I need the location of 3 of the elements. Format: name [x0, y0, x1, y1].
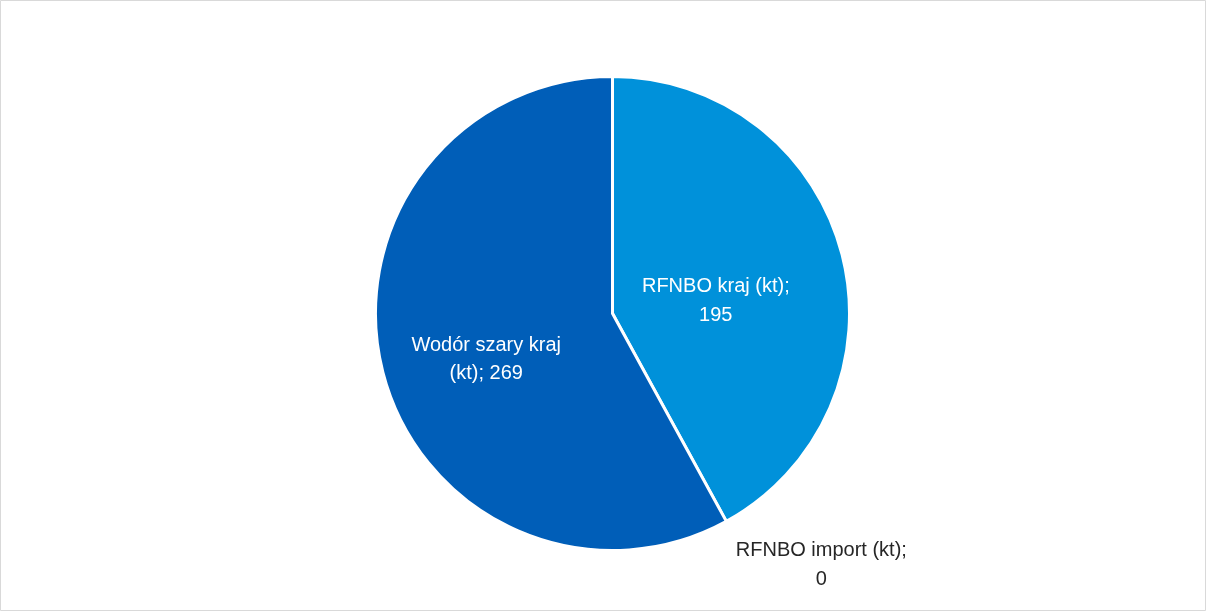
data-label: Wodór szary kraj (kt); 269 [411, 332, 562, 384]
text: RFNBO import (kt); 0 [735, 538, 907, 589]
data-label: RFNBO kraj (kt); 195 [641, 274, 790, 325]
